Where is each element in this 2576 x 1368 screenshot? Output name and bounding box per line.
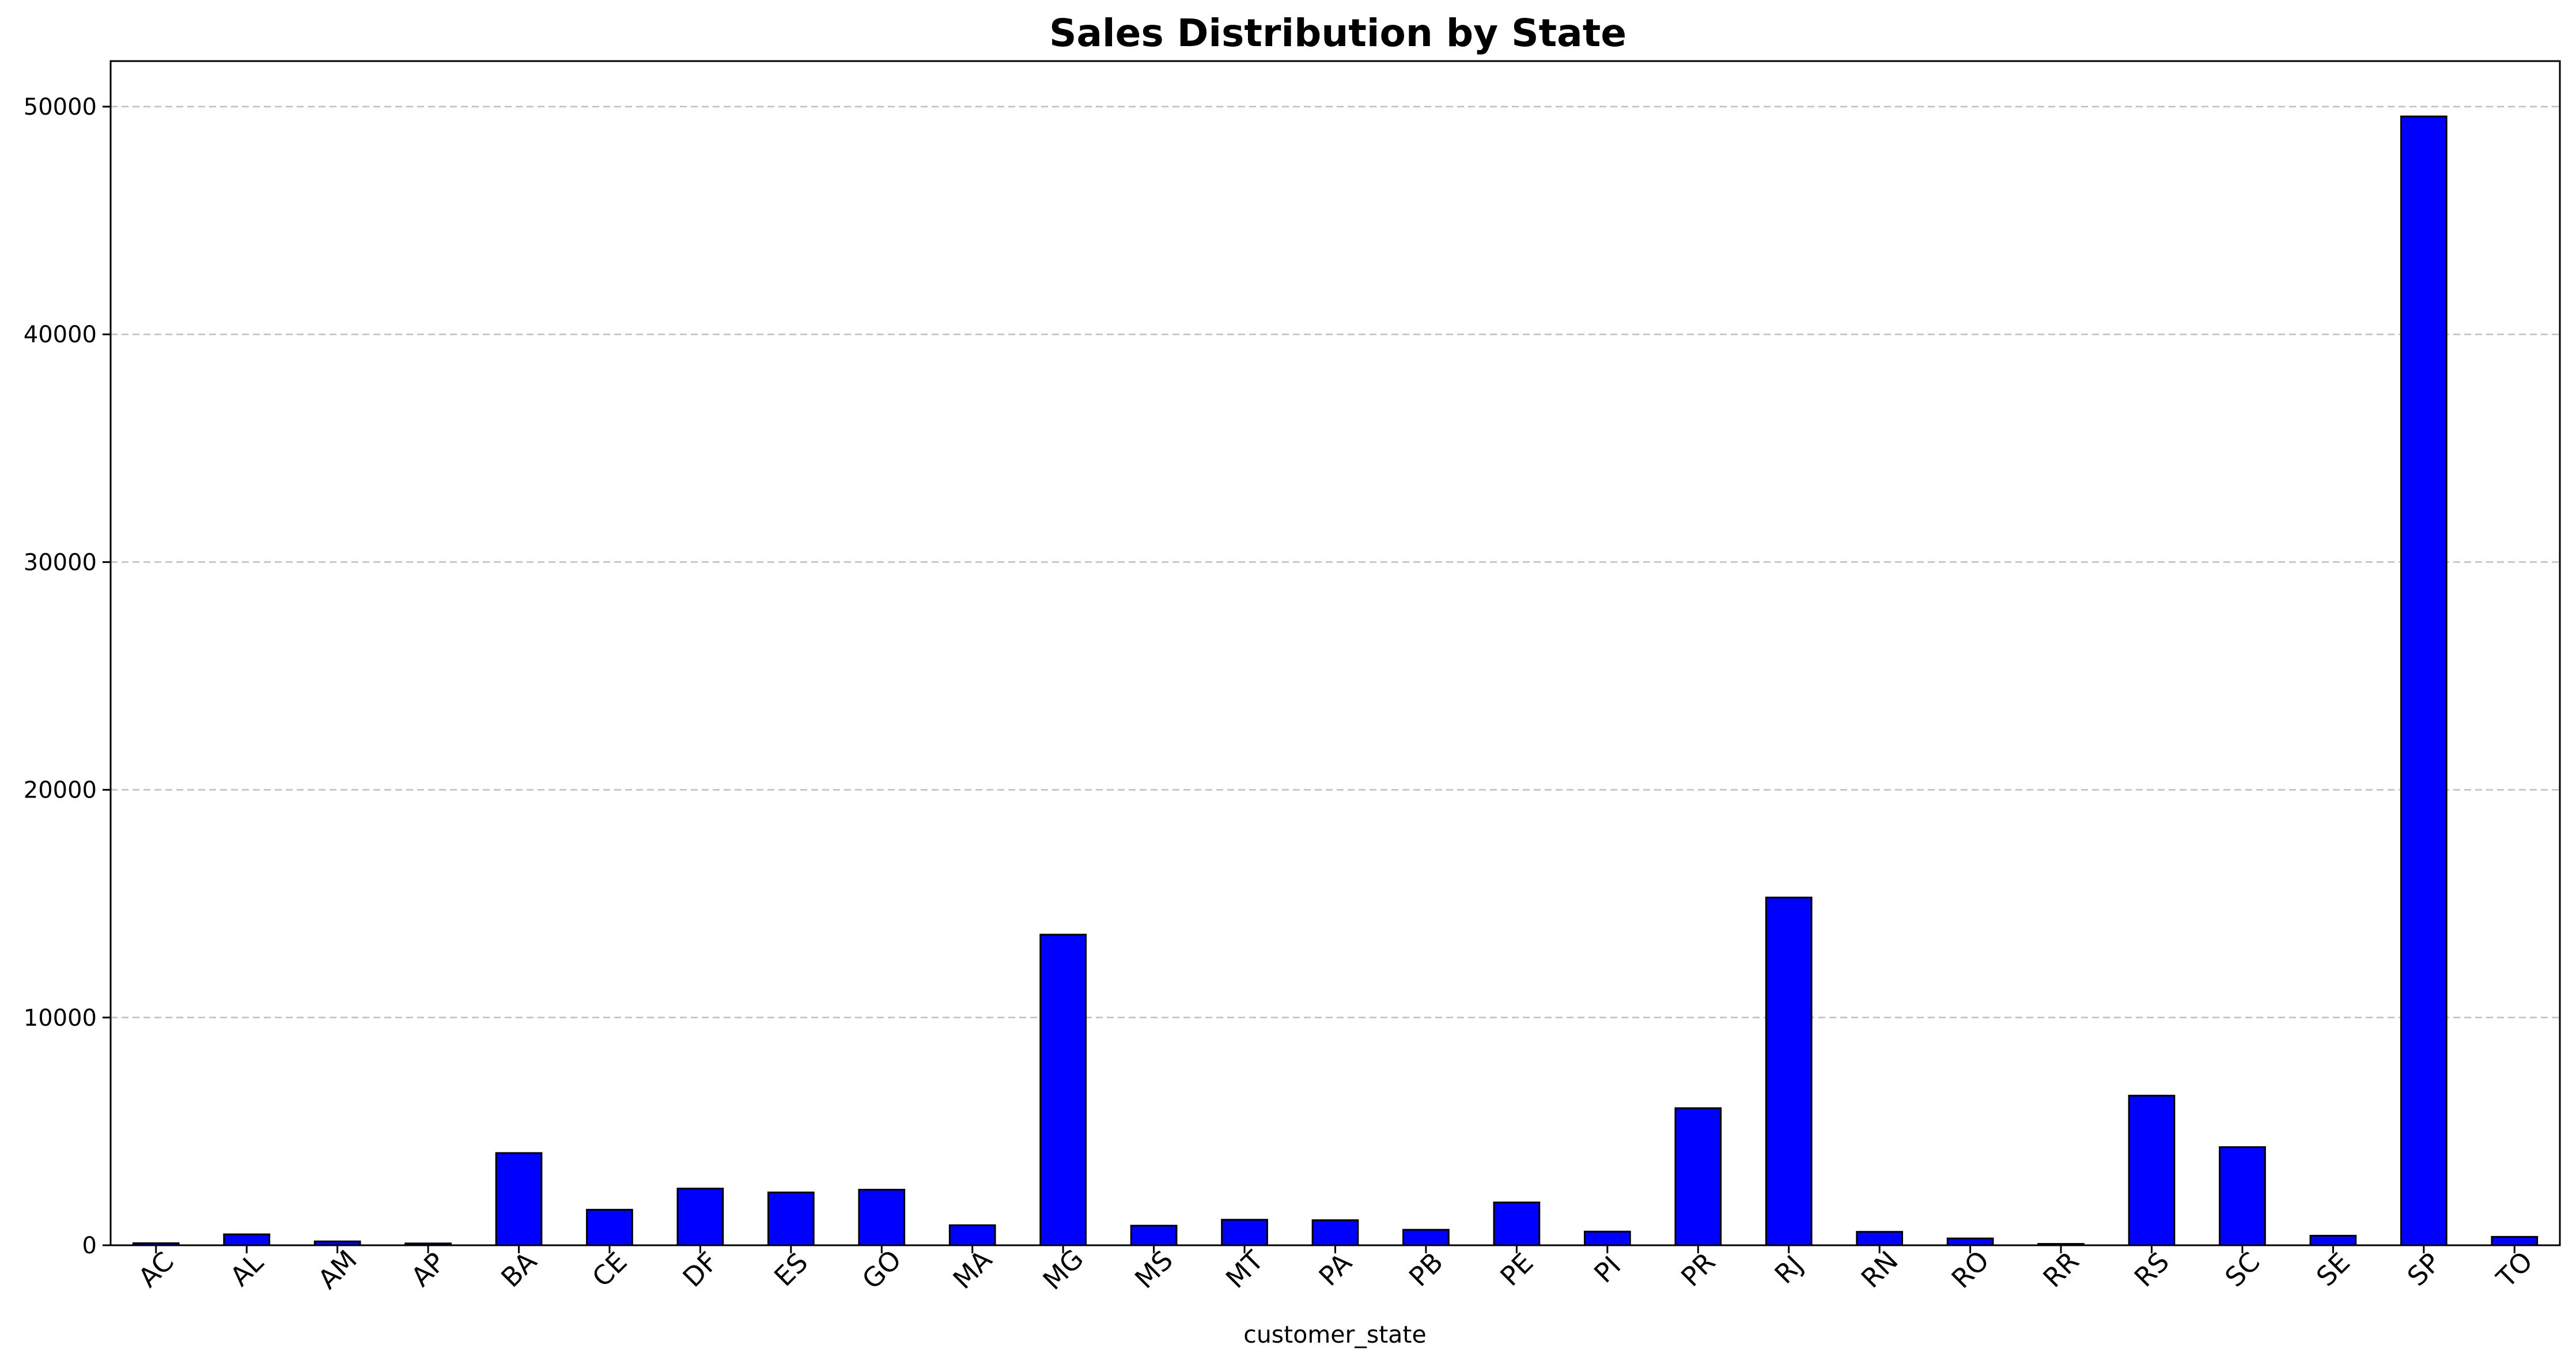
bar-ba <box>495 1152 543 1246</box>
x-tick-label: PE <box>1494 1247 1539 1292</box>
bar-pr <box>1674 1107 1722 1246</box>
x-tick-label: SP <box>2401 1247 2446 1292</box>
x-tick-label: TO <box>2490 1245 2539 1294</box>
y-tick-label: 30000 <box>24 549 97 576</box>
bar-es <box>767 1191 815 1246</box>
y-tick-label: 0 <box>82 1233 97 1259</box>
bar-sc <box>2219 1146 2266 1246</box>
x-tick-label: ES <box>768 1246 814 1292</box>
bar-to <box>2491 1235 2539 1246</box>
bar-df <box>676 1188 724 1246</box>
x-tick-label: MG <box>1037 1243 1089 1295</box>
x-axis-label: customer_state <box>1243 1321 1426 1348</box>
x-tick-label: RS <box>2128 1246 2175 1293</box>
gridlines <box>111 105 2560 1246</box>
x-tick-label: MS <box>1129 1245 1179 1295</box>
x-tick-label: GO <box>856 1244 907 1295</box>
x-tick-label: MA <box>947 1244 998 1295</box>
plot-frame <box>109 60 2561 1246</box>
x-tick-label: CE <box>586 1246 633 1293</box>
bar-rj <box>1765 897 1813 1246</box>
bar-go <box>858 1189 906 1246</box>
chart-title: Sales Distribution by State <box>1049 11 1626 55</box>
bar-rs <box>2128 1094 2176 1246</box>
bar-ce <box>586 1208 633 1246</box>
y-tick-label: 50000 <box>24 94 97 120</box>
x-tick-label: PB <box>1403 1246 1449 1293</box>
x-tick-label: RJ <box>1769 1249 1809 1290</box>
bar-ma <box>948 1224 996 1246</box>
y-tick-label: 20000 <box>24 777 97 804</box>
x-tick-label: AL <box>224 1246 270 1292</box>
x-tick-label: RO <box>1945 1245 1995 1294</box>
y-tick-label: 40000 <box>24 322 97 348</box>
x-tick-label: BA <box>495 1245 543 1293</box>
x-tick-label: RN <box>1855 1245 1904 1294</box>
x-tick-label: PA <box>1313 1247 1358 1292</box>
x-tick-label: MT <box>1220 1244 1270 1294</box>
bar-se <box>2309 1234 2357 1246</box>
y-tick-label: 10000 <box>24 1005 97 1031</box>
x-tick-label: PR <box>1675 1246 1721 1293</box>
bars <box>132 115 2539 1246</box>
x-tick-label: SE <box>2310 1246 2356 1292</box>
bar-mt <box>1221 1219 1268 1246</box>
bar-ro <box>1946 1237 1994 1246</box>
bar-rn <box>1856 1231 1904 1246</box>
x-tick-label: DF <box>676 1246 724 1293</box>
bar-sp <box>2400 115 2448 1246</box>
x-tick-label: PI <box>1588 1250 1626 1288</box>
x-tick-label: AC <box>132 1246 180 1294</box>
x-tick-label: SC <box>2219 1246 2266 1293</box>
bar-mg <box>1039 934 1087 1246</box>
x-tick-label: AP <box>405 1246 451 1293</box>
bar-ms <box>1130 1225 1178 1246</box>
y-axis: 0 10000 20000 30000 40000 50000 <box>24 94 111 1259</box>
x-tick-label: RR <box>2037 1245 2085 1293</box>
x-axis: AC AL AM AP BA CE DF ES GO MA MG MS MT PA PB PE PI PR RJ RN… <box>132 1243 2539 1295</box>
bar-pb <box>1402 1229 1450 1246</box>
bar-pe <box>1493 1201 1541 1246</box>
bar-al <box>223 1233 271 1246</box>
bar-pa <box>1311 1219 1359 1246</box>
x-tick-label: AM <box>312 1244 362 1295</box>
bar-pi <box>1583 1230 1631 1246</box>
